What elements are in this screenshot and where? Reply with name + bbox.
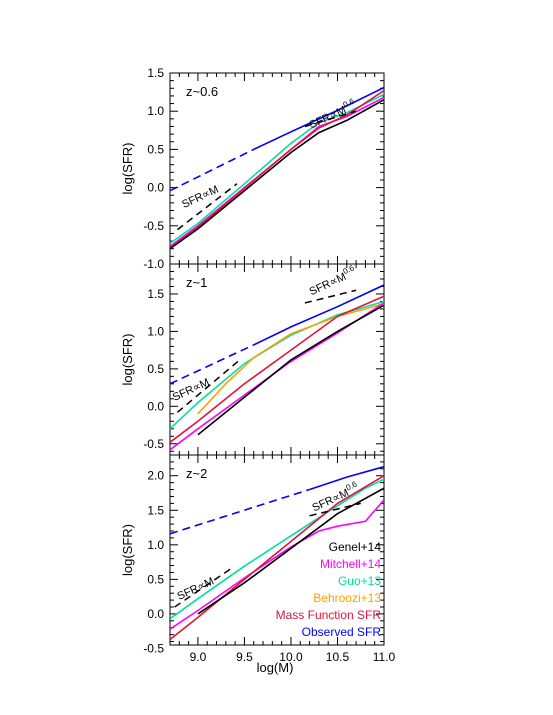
legend-entry-genel-14: Genel+14 (329, 540, 382, 554)
y-tick-label: 0.0 (147, 607, 164, 621)
x-tick-label: 10.5 (326, 650, 350, 664)
series-group (170, 284, 384, 451)
legend-entry-behroozi-13: Behroozi+13 (313, 591, 381, 605)
y-tick-label: 0.5 (147, 142, 164, 156)
legend: Genel+14 Mitchell+14 Guo+13 Behroozi+13 Mass… (276, 540, 382, 639)
y-tick-label: -1.0 (143, 257, 164, 271)
reference-slope-line (176, 359, 241, 413)
series-line-mitchell-14 (170, 499, 384, 630)
y-tick-label: 0.0 (147, 181, 164, 195)
y-tick-label: -0.5 (143, 641, 164, 655)
y-tick-label: 1.0 (147, 324, 164, 338)
series-line-guo-13 (170, 93, 384, 245)
slope-annotation: SFR∝M0.6 (306, 263, 358, 298)
series-line-observed-sfr (253, 284, 384, 346)
y-tick-label: -0.5 (143, 437, 164, 451)
series-line-mass-function-sfr (170, 295, 384, 443)
y-tick-label: 0.5 (147, 362, 164, 376)
y-axis-title: log(SFR) (120, 333, 135, 385)
y-tick-label: 0.0 (147, 399, 164, 413)
x-tick-label: 9.5 (236, 650, 253, 664)
x-tick-label: 9.0 (190, 650, 207, 664)
y-axis-title: log(SFR) (120, 142, 135, 194)
series-line-observed-sfr (309, 465, 384, 491)
series-line-behroozi-13 (197, 302, 384, 415)
panel-frame (169, 454, 385, 646)
y-tick-label: 1.5 (147, 66, 164, 80)
y-tick-label: 1.0 (147, 538, 164, 552)
reference-slope-line (304, 110, 357, 128)
series-line-mass-function-sfr (170, 89, 384, 249)
reference-slope-line (176, 183, 238, 231)
panel-redshift-label: z~0.6 (186, 84, 218, 99)
series-line-observed-sfr (170, 488, 310, 535)
series-line-observed-sfr (170, 344, 255, 385)
legend-entry-mitchell-14: Mitchell+14 (320, 557, 381, 571)
series-line-genel-14 (170, 99, 384, 250)
panel-1: -1.0-0.50.00.51.01.5log(SFR)z~0.6SFR∝MSF… (120, 66, 385, 271)
y-tick-label: 2.0 (147, 469, 164, 483)
series-group (170, 465, 384, 641)
slope-annotation: SFR∝M (180, 184, 220, 211)
slope-annotation: SFR∝M (176, 575, 216, 602)
x-axis-title: log(M) (257, 660, 294, 675)
series-line-genel-14 (197, 304, 384, 436)
y-tick-label: 1.5 (147, 287, 164, 301)
y-tick-label: 0.5 (147, 572, 164, 586)
series-line-mitchell-14 (170, 302, 384, 451)
reference-slope-line (309, 502, 361, 517)
legend-entry-guo-13: Guo+13 (338, 574, 381, 588)
y-tick-label: 1.5 (147, 503, 164, 517)
panel-redshift-label: z~2 (186, 466, 207, 481)
panel-redshift-label: z~1 (186, 275, 207, 290)
x-tick-label: 10.0 (279, 650, 303, 664)
y-tick-label: 1.0 (147, 104, 164, 118)
legend-entry-mass-function-sfr: Mass Function SFR (276, 608, 382, 622)
x-tick-label: 11.0 (373, 650, 396, 664)
series-line-observed-sfr (170, 148, 255, 192)
reference-slope-line (304, 289, 357, 304)
y-tick-label: -0.5 (143, 219, 164, 233)
series-line-observed-sfr (253, 86, 384, 151)
series-line-guo-13 (170, 478, 384, 620)
legend-entry-observed-sfr: Observed SFR (302, 625, 382, 639)
y-axis-title: log(SFR) (120, 524, 135, 576)
series-group (170, 86, 384, 250)
series-line-mass-function-sfr (170, 475, 384, 641)
series-line-genel-14 (197, 487, 384, 615)
